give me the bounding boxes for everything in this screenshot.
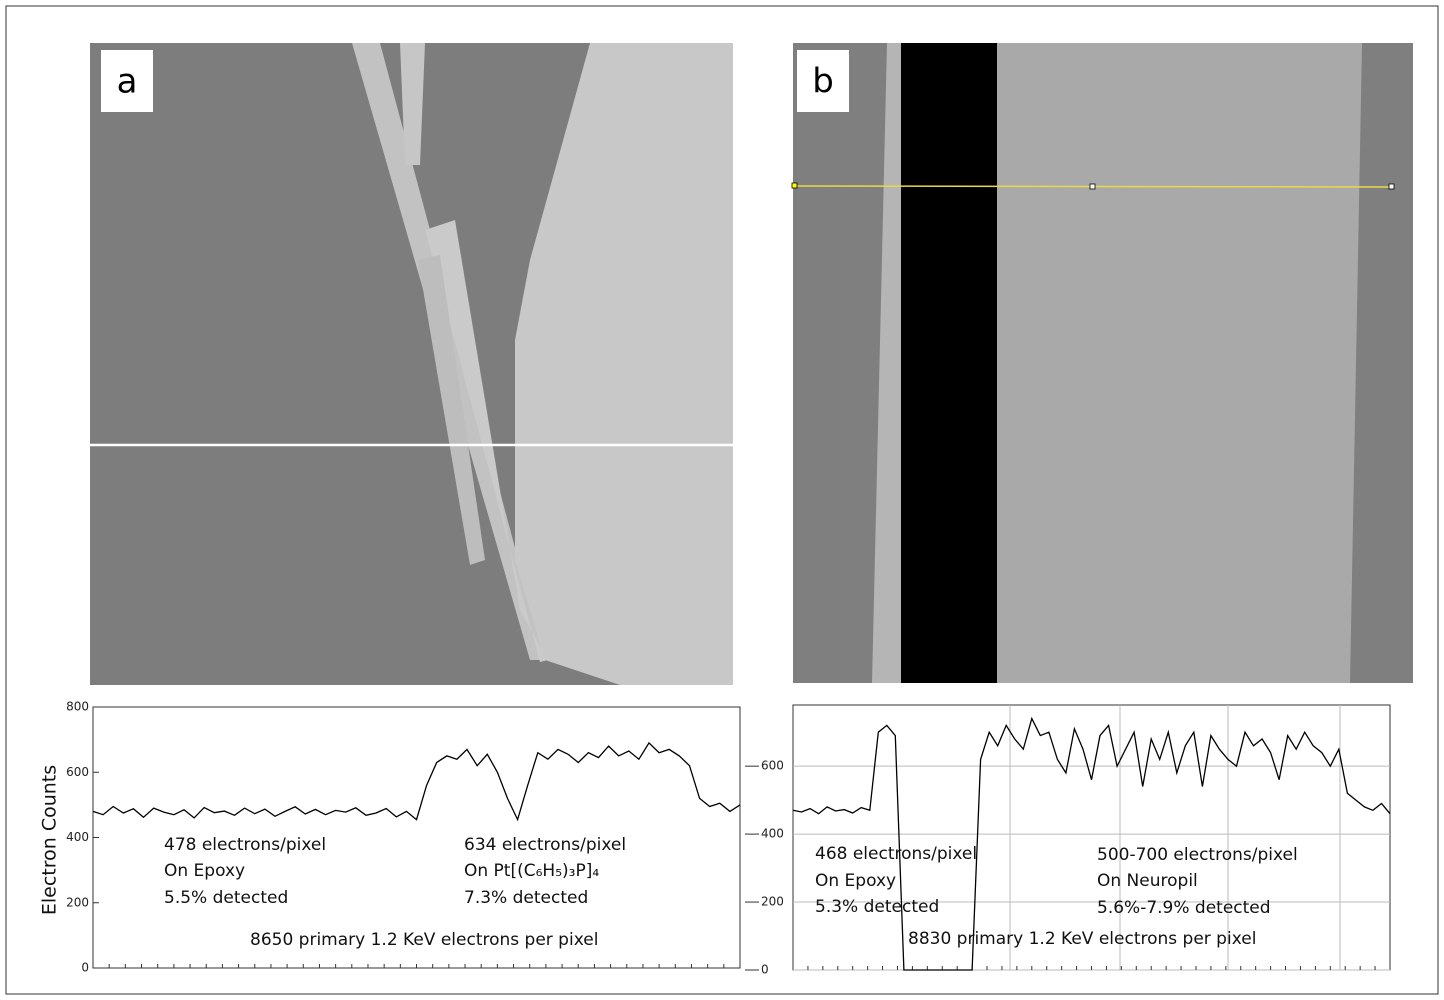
annotation: 468 electrons/pixel — [815, 844, 977, 864]
annotation: 5.5% detected — [164, 888, 288, 908]
image-b — [791, 43, 1413, 683]
annotation: On Neuropil — [1097, 871, 1198, 891]
x-grid — [1009, 705, 1341, 970]
annotation: 5.3% detected — [815, 897, 939, 917]
y-tick-label: 0 — [81, 961, 89, 975]
annotation: On Pt[(C₆H₅)₃P]₄ — [464, 861, 599, 881]
y-tick-label: 200 — [761, 895, 784, 909]
annotation: On Epoxy — [815, 871, 896, 891]
y-tick-label: 800 — [66, 700, 89, 714]
y-tick-label: 200 — [66, 895, 89, 909]
annotation: 500-700 electrons/pixel — [1097, 845, 1298, 865]
annotation: On Epoxy — [164, 861, 245, 881]
annotation: 8830 primary 1.2 KeV electrons per pixel — [908, 929, 1256, 949]
y-tick-label: 600 — [66, 765, 89, 779]
image-a — [90, 43, 733, 685]
annotation: 634 electrons/pixel — [464, 835, 626, 855]
y-tick-label: 400 — [761, 827, 784, 841]
panel-label: b — [812, 62, 834, 102]
panel-label-box — [101, 50, 153, 112]
y-axis-label: Electron Counts — [39, 765, 61, 915]
annotation: 8650 primary 1.2 KeV electrons per pixel — [250, 930, 598, 950]
y-tick-label: 400 — [66, 830, 89, 844]
panel-label-box — [797, 50, 849, 112]
y-tick-label: 0 — [761, 963, 769, 977]
data-line — [92, 741, 741, 822]
data-line — [792, 716, 1391, 971]
y-tick-label: 600 — [761, 759, 784, 773]
annotation: 478 electrons/pixel — [164, 835, 326, 855]
panel-label: a — [117, 62, 138, 102]
annotation: 7.3% detected — [464, 888, 588, 908]
annotation: 5.6%-7.9% detected — [1097, 898, 1271, 918]
